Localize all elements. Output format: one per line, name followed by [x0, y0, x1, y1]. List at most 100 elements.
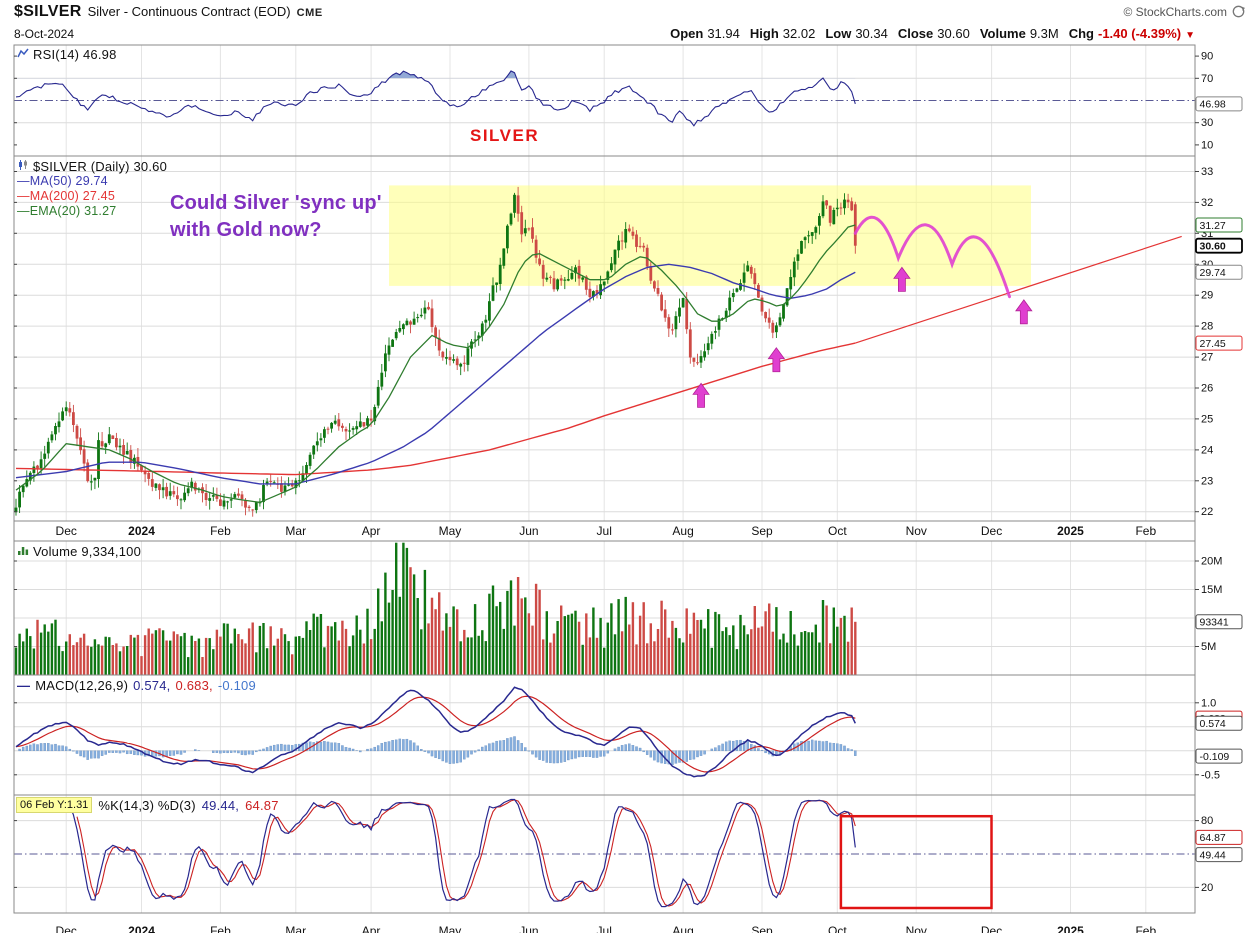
svg-text:25: 25	[1201, 413, 1213, 425]
svg-text:Mar: Mar	[285, 924, 306, 933]
volume-label: Volume	[979, 26, 1026, 41]
rsi-legend-text: RSI(14) 46.98	[33, 47, 117, 62]
price-legend-symbol: $SILVER (Daily) 30.60	[33, 159, 168, 174]
stoch-legend-name: %K(14,3) %D(3)	[98, 797, 196, 813]
price-legend-ma50: —MA(50) 29.74	[17, 174, 108, 188]
svg-text:93341: 93341	[1200, 617, 1229, 629]
question-line1: Could Silver 'sync up'	[170, 192, 382, 214]
svg-text:May: May	[439, 924, 462, 933]
svg-text:30: 30	[1201, 117, 1213, 129]
svg-text:Jul: Jul	[597, 524, 612, 538]
svg-text:20: 20	[1201, 882, 1213, 894]
svg-text:29: 29	[1201, 290, 1213, 302]
svg-text:Aug: Aug	[672, 524, 693, 538]
chg-value: -1.40 (-4.39%)	[1098, 26, 1182, 41]
svg-text:15M: 15M	[1201, 584, 1222, 596]
header-title-row: $SILVER Silver - Continuous Contract (EO…	[14, 3, 323, 21]
svg-text:10: 10	[1201, 139, 1213, 151]
volume-legend: Volume 9,334,100	[17, 544, 141, 559]
svg-text:1.0: 1.0	[1201, 697, 1216, 709]
svg-text:-0.5: -0.5	[1201, 769, 1220, 781]
svg-text:46.98: 46.98	[1200, 99, 1226, 111]
svg-text:27.45: 27.45	[1200, 338, 1226, 350]
svg-text:Jun: Jun	[519, 924, 538, 933]
question-annotation: Could Silver 'sync up' with Gold now?	[170, 190, 382, 244]
svg-text:2024: 2024	[128, 524, 155, 538]
rsi-legend: RSI(14) 46.98	[17, 47, 117, 62]
macd-value-hist: -0.109	[217, 678, 256, 693]
high-value: 32.02	[782, 26, 816, 41]
svg-text:90: 90	[1201, 51, 1213, 63]
svg-text:28: 28	[1201, 321, 1213, 333]
low-label: Low	[825, 26, 852, 41]
macd-line-swatch: —	[17, 678, 31, 693]
svg-text:27: 27	[1201, 352, 1213, 364]
highlight-annotations	[389, 185, 1031, 286]
svg-text:0.574: 0.574	[1200, 718, 1226, 730]
svg-text:23: 23	[1201, 475, 1213, 487]
svg-text:2025: 2025	[1057, 924, 1084, 933]
svg-text:-0.109: -0.109	[1200, 751, 1230, 763]
chg-label: Chg	[1068, 26, 1094, 41]
svg-text:32: 32	[1201, 197, 1213, 209]
volume-legend-text: Volume 9,334,100	[33, 544, 142, 559]
open-value: 31.94	[707, 26, 740, 41]
exchange-label: CME	[296, 7, 323, 19]
symbol-name: Silver - Continuous Contract (EOD)	[87, 4, 291, 19]
svg-text:Sep: Sep	[751, 524, 773, 538]
svg-text:26: 26	[1201, 382, 1213, 394]
svg-text:Oct: Oct	[828, 524, 847, 538]
up-arrow-annotation	[1015, 299, 1033, 325]
svg-text:30.60: 30.60	[1200, 241, 1226, 253]
close-value: 30.60	[937, 26, 970, 41]
svg-text:Nov: Nov	[906, 924, 927, 933]
line-chart-icon	[17, 48, 29, 58]
svg-text:2025: 2025	[1057, 524, 1084, 538]
gridlines	[14, 45, 1195, 913]
question-line2: with Gold now?	[170, 219, 322, 241]
svg-text:Feb: Feb	[1135, 924, 1156, 933]
svg-text:20M: 20M	[1201, 555, 1222, 567]
projection-arcs-annotation	[853, 215, 1011, 299]
refresh-icon[interactable]	[1231, 4, 1246, 19]
up-arrow-annotation	[767, 347, 786, 373]
copyright: © StockCharts.com	[1123, 4, 1227, 19]
svg-text:33: 33	[1201, 166, 1213, 178]
quote-row: Open 31.94 High 32.02 Low 30.34 Close 30…	[660, 26, 1195, 41]
up-arrow-annotation	[692, 382, 710, 408]
candlestick-icon	[19, 160, 27, 170]
svg-text:Sep: Sep	[751, 924, 773, 933]
svg-text:5M: 5M	[1201, 641, 1216, 653]
silver-annotation-text: SILVER	[470, 126, 540, 145]
chg-down-triangle-icon: ▼	[1185, 30, 1195, 41]
up-arrow-annotation	[893, 266, 911, 292]
symbol-title: $SILVER	[14, 3, 82, 20]
svg-text:31.27: 31.27	[1200, 220, 1226, 232]
svg-text:22: 22	[1201, 506, 1213, 518]
svg-text:Dec: Dec	[981, 924, 1002, 933]
bar-chart-icon	[18, 547, 29, 555]
svg-text:Dec: Dec	[56, 524, 77, 538]
macd-legend-name: MACD(12,26,9)	[35, 678, 129, 693]
svg-text:Feb: Feb	[210, 924, 231, 933]
svg-text:Feb: Feb	[210, 524, 231, 538]
svg-text:Apr: Apr	[362, 524, 381, 538]
drawn-annotations	[692, 215, 1033, 910]
high-label: High	[749, 26, 779, 41]
low-value: 30.34	[855, 26, 888, 41]
svg-text:80: 80	[1201, 815, 1213, 827]
svg-text:70: 70	[1201, 73, 1213, 85]
panel-borders	[13, 44, 1196, 914]
svg-text:Apr: Apr	[362, 924, 381, 933]
stoch-value-d: 64.87	[245, 797, 279, 813]
svg-text:64.87: 64.87	[1200, 832, 1226, 844]
svg-text:Jun: Jun	[519, 524, 538, 538]
stoch-legend: 06 Feb Y:1.31 %K(14,3) %D(3) 49.44, 64.8…	[16, 797, 279, 813]
svg-text:Dec: Dec	[981, 524, 1002, 538]
svg-text:29.74: 29.74	[1200, 267, 1226, 279]
svg-text:May: May	[439, 524, 462, 538]
volume-value: 9.3M	[1029, 26, 1059, 41]
svg-text:Mar: Mar	[285, 524, 306, 538]
close-label: Close	[897, 26, 934, 41]
price-legend-ma200: —MA(200) 27.45	[17, 189, 115, 203]
